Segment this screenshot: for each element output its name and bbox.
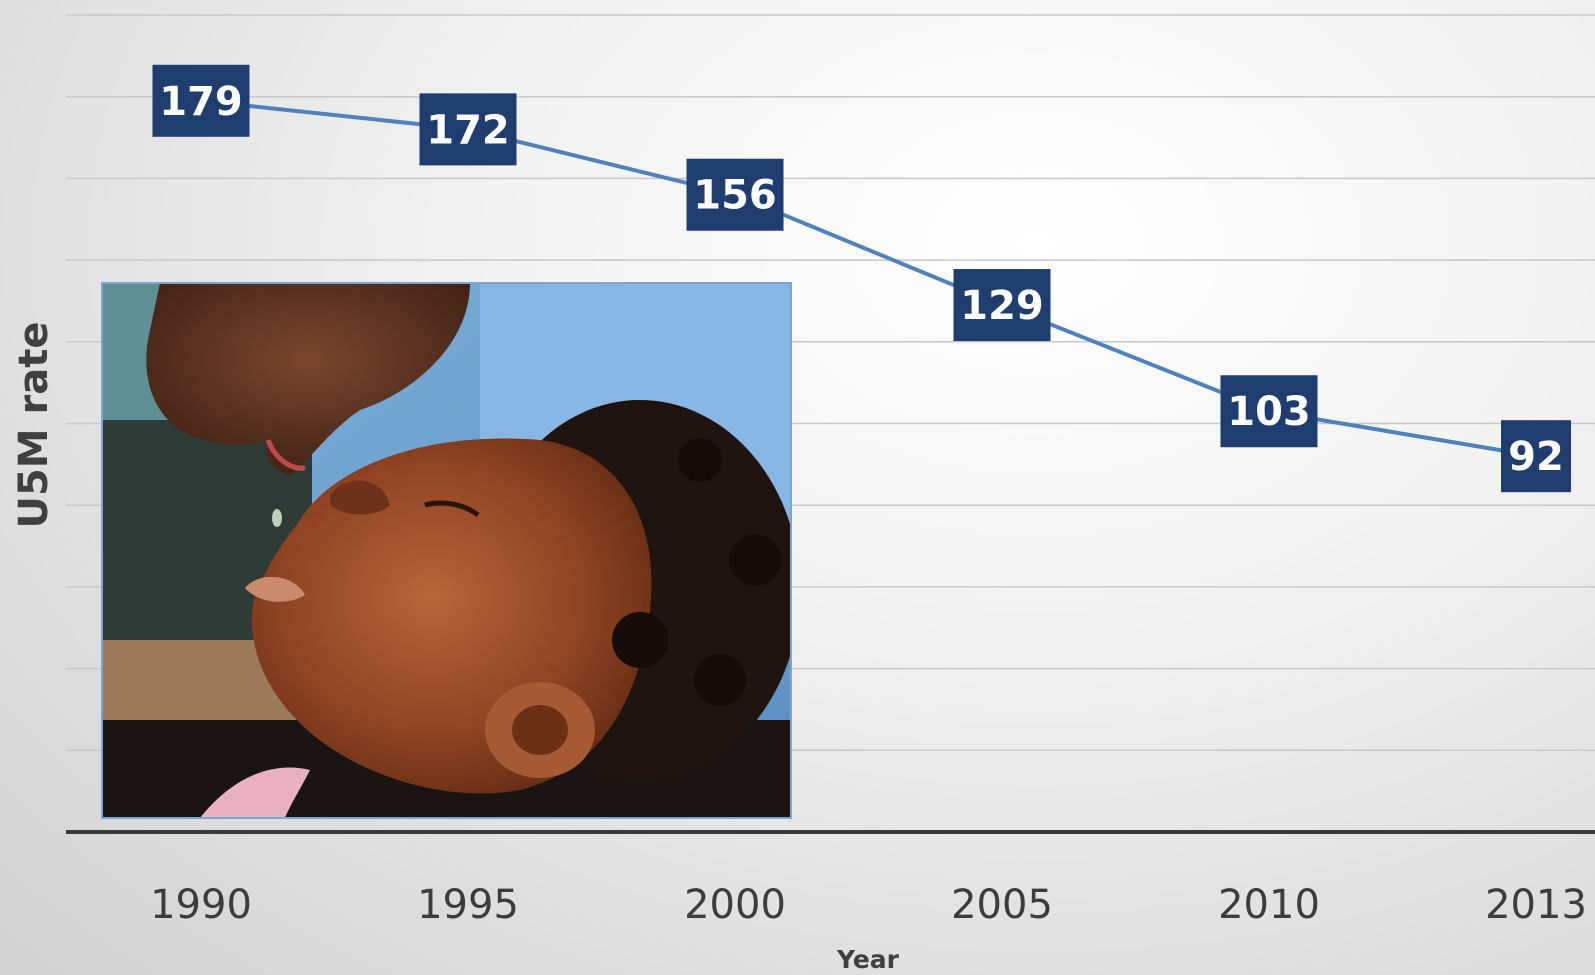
data-label-box <box>152 64 250 137</box>
data-label-box <box>953 269 1051 342</box>
x-tick-label: 1990 <box>150 882 252 928</box>
x-tick-label: 2000 <box>684 882 786 928</box>
data-label-box <box>686 158 784 231</box>
data-label: 129 <box>953 269 1051 342</box>
data-label-box <box>1501 420 1571 493</box>
x-tick-label: 2013 <box>1485 882 1587 928</box>
x-tick-label: 2005 <box>951 882 1053 928</box>
data-label-value: 103 <box>1227 389 1311 435</box>
y-axis-title: U5M rate <box>11 321 57 528</box>
data-label: 92 <box>1501 420 1571 493</box>
x-tick-label: 2010 <box>1218 882 1320 928</box>
data-label-box <box>419 93 517 166</box>
x-axis-title: Year <box>836 945 900 974</box>
x-tick-label: 1995 <box>417 882 519 928</box>
data-label: 179 <box>152 64 250 137</box>
data-label-value: 129 <box>960 283 1044 329</box>
data-label: 103 <box>1220 375 1318 448</box>
data-label-value: 156 <box>693 173 777 219</box>
data-label-value: 172 <box>426 107 510 153</box>
x-axis-tick-labels: 1990 1995 2000 2005 2010 2013 <box>150 882 1587 928</box>
child-receiving-oral-vaccine-photo <box>102 283 791 818</box>
data-label-value: 179 <box>159 79 243 125</box>
data-label: 156 <box>686 158 784 231</box>
data-label-value: 92 <box>1508 434 1564 480</box>
data-label: 172 <box>419 93 517 166</box>
data-label-box <box>1220 375 1318 448</box>
data-labels: 179 172 156 129 103 92 <box>152 64 1571 493</box>
photo-frame <box>101 282 792 819</box>
